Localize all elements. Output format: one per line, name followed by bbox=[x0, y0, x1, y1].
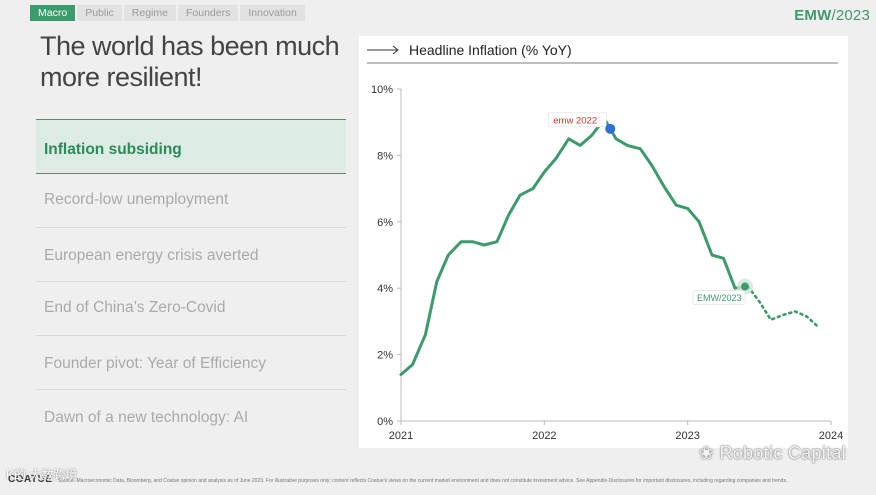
topic-item-inflation[interactable]: Inflation subsiding bbox=[36, 119, 346, 174]
current-callout-label: EMW/2023 bbox=[697, 293, 742, 303]
section-tabs: Macro Public Regime Founders Innovation bbox=[30, 5, 305, 21]
topic-item-energy[interactable]: European energy crisis averted bbox=[36, 228, 346, 282]
tab-regime[interactable]: Regime bbox=[123, 5, 176, 21]
y-tick-label: 6% bbox=[377, 217, 393, 229]
tab-innovation[interactable]: Innovation bbox=[240, 5, 305, 21]
wechat-icon: ❀ bbox=[698, 443, 715, 463]
footer-logo: COATUE bbox=[8, 474, 53, 485]
chart-panel: Headline Inflation (% YoY) 0% 2% 4% 6% 8% 10% 2… bbox=[359, 36, 848, 448]
y-tick-label: 0% bbox=[377, 416, 393, 428]
chart-title: Headline Inflation (% YoY) bbox=[409, 42, 572, 58]
tab-founders[interactable]: Founders bbox=[177, 5, 239, 21]
watermark-left: K的 大数跨境 bbox=[6, 468, 78, 482]
current-callout-box bbox=[692, 290, 746, 305]
y-tick-label: 10% bbox=[371, 84, 393, 96]
topic-item-founder[interactable]: Founder pivot: Year of Efficiency bbox=[36, 336, 346, 390]
footer-source: Source: Macroeconomic Data, Bloomberg, a… bbox=[57, 478, 788, 484]
topic-list: Inflation subsiding Record-low unemploym… bbox=[36, 119, 346, 443]
peak-callout-label: emw 2022 bbox=[553, 115, 597, 126]
x-tick-label: 2023 bbox=[675, 430, 699, 442]
watermark-robotic-capital: ❀ Robotic Capital bbox=[699, 443, 846, 464]
peak-marker bbox=[605, 123, 616, 134]
footer: COATUE Source: Macroeconomic Data, Bloom… bbox=[0, 470, 876, 490]
x-tick-label: 2021 bbox=[389, 430, 413, 442]
page-title: The world has been much more resilient! bbox=[40, 31, 340, 92]
y-tick-label: 4% bbox=[377, 283, 393, 295]
forecast-line bbox=[746, 285, 821, 330]
topic-item-china[interactable]: End of China’s Zero-Covid bbox=[36, 282, 346, 336]
peak-callout-box bbox=[547, 112, 607, 128]
topic-item-unemployment[interactable]: Record-low unemployment bbox=[36, 174, 346, 228]
y-tick-label: 2% bbox=[377, 350, 393, 362]
y-tick-label: 8% bbox=[377, 150, 393, 162]
current-marker bbox=[741, 282, 749, 291]
brand-year: /2023 bbox=[831, 7, 870, 24]
brand-logo: EMW/2023 bbox=[794, 7, 870, 24]
tab-public[interactable]: Public bbox=[77, 5, 122, 21]
x-tick-label: 2022 bbox=[532, 430, 556, 442]
tab-macro[interactable]: Macro bbox=[30, 5, 76, 21]
topic-item-ai[interactable]: Dawn of a new technology: AI bbox=[44, 409, 249, 426]
inflation-line bbox=[399, 117, 750, 376]
inflation-chart: Headline Inflation (% YoY) 0% 2% 4% 6% 8% 10% 2… bbox=[367, 42, 843, 442]
x-tick-label: 2024 bbox=[819, 430, 843, 442]
title-arrow-head bbox=[392, 45, 399, 55]
watermark-text: Robotic Capital bbox=[719, 443, 846, 463]
brand-name: EMW bbox=[794, 7, 832, 24]
